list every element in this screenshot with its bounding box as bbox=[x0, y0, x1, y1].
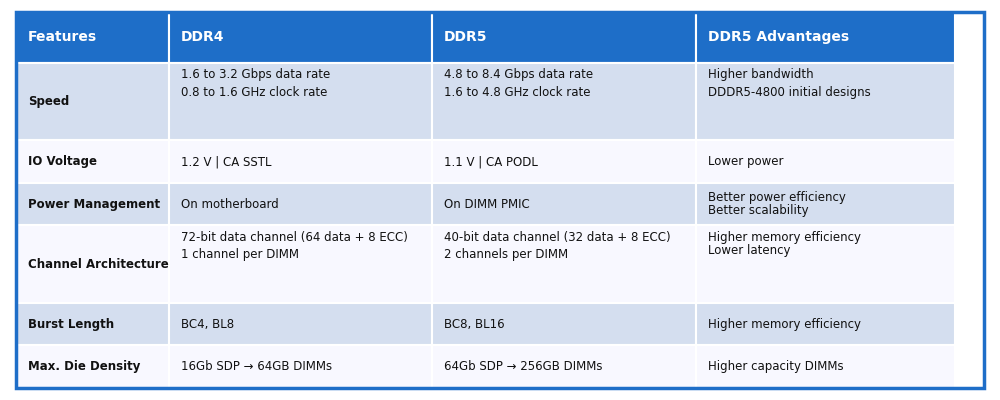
Text: DDR5 Advantages: DDR5 Advantages bbox=[708, 30, 849, 44]
Text: Max. Die Density: Max. Die Density bbox=[28, 360, 140, 373]
FancyBboxPatch shape bbox=[16, 303, 169, 346]
Text: BC8, BL16: BC8, BL16 bbox=[444, 318, 505, 331]
Text: Channel Architecture: Channel Architecture bbox=[28, 258, 169, 271]
FancyBboxPatch shape bbox=[16, 346, 169, 388]
Text: 64Gb SDP → 256GB DIMMs: 64Gb SDP → 256GB DIMMs bbox=[444, 360, 603, 373]
FancyBboxPatch shape bbox=[169, 183, 432, 225]
FancyBboxPatch shape bbox=[169, 225, 432, 303]
FancyBboxPatch shape bbox=[432, 63, 696, 140]
FancyBboxPatch shape bbox=[696, 140, 955, 183]
Text: 0.8 to 1.6 GHz clock rate: 0.8 to 1.6 GHz clock rate bbox=[181, 86, 327, 98]
Text: 1.1 V | CA PODL: 1.1 V | CA PODL bbox=[444, 155, 538, 168]
FancyBboxPatch shape bbox=[696, 346, 955, 388]
Text: Features: Features bbox=[28, 30, 97, 44]
Text: Burst Length: Burst Length bbox=[28, 318, 114, 331]
Text: BC4, BL8: BC4, BL8 bbox=[181, 318, 234, 331]
FancyBboxPatch shape bbox=[169, 303, 432, 346]
FancyBboxPatch shape bbox=[696, 12, 955, 63]
FancyBboxPatch shape bbox=[696, 63, 955, 140]
FancyBboxPatch shape bbox=[432, 183, 696, 225]
Text: IO Voltage: IO Voltage bbox=[28, 155, 97, 168]
Text: Power Management: Power Management bbox=[28, 198, 160, 211]
Text: 2 channels per DIMM: 2 channels per DIMM bbox=[444, 248, 568, 261]
Text: Lower latency: Lower latency bbox=[708, 244, 790, 257]
Text: 72-bit data channel (64 data + 8 ECC): 72-bit data channel (64 data + 8 ECC) bbox=[181, 231, 408, 244]
Text: 1.6 to 3.2 Gbps data rate: 1.6 to 3.2 Gbps data rate bbox=[181, 68, 330, 81]
FancyBboxPatch shape bbox=[432, 140, 696, 183]
Text: 1.6 to 4.8 GHz clock rate: 1.6 to 4.8 GHz clock rate bbox=[444, 86, 591, 98]
FancyBboxPatch shape bbox=[16, 12, 169, 63]
Text: Higher memory efficiency: Higher memory efficiency bbox=[708, 318, 861, 331]
Text: On DIMM PMIC: On DIMM PMIC bbox=[444, 198, 530, 211]
Text: Higher memory efficiency: Higher memory efficiency bbox=[708, 231, 861, 244]
FancyBboxPatch shape bbox=[696, 303, 955, 346]
FancyBboxPatch shape bbox=[696, 225, 955, 303]
FancyBboxPatch shape bbox=[169, 346, 432, 388]
Text: Higher bandwidth: Higher bandwidth bbox=[708, 68, 813, 81]
FancyBboxPatch shape bbox=[16, 63, 169, 140]
Text: 16Gb SDP → 64GB DIMMs: 16Gb SDP → 64GB DIMMs bbox=[181, 360, 332, 373]
Text: 4.8 to 8.4 Gbps data rate: 4.8 to 8.4 Gbps data rate bbox=[444, 68, 593, 81]
FancyBboxPatch shape bbox=[432, 225, 696, 303]
FancyBboxPatch shape bbox=[432, 346, 696, 388]
FancyBboxPatch shape bbox=[16, 225, 169, 303]
Text: Better power efficiency: Better power efficiency bbox=[708, 191, 845, 204]
FancyBboxPatch shape bbox=[169, 63, 432, 140]
FancyBboxPatch shape bbox=[16, 183, 169, 225]
FancyBboxPatch shape bbox=[169, 140, 432, 183]
Text: 1.2 V | CA SSTL: 1.2 V | CA SSTL bbox=[181, 155, 271, 168]
Text: Better scalability: Better scalability bbox=[708, 204, 808, 217]
Text: Lower power: Lower power bbox=[708, 155, 783, 168]
Text: 1 channel per DIMM: 1 channel per DIMM bbox=[181, 248, 299, 261]
Text: Higher capacity DIMMs: Higher capacity DIMMs bbox=[708, 360, 843, 373]
Text: DDDR5-4800 initial designs: DDDR5-4800 initial designs bbox=[708, 86, 870, 98]
FancyBboxPatch shape bbox=[432, 303, 696, 346]
FancyBboxPatch shape bbox=[169, 12, 432, 63]
Text: DDR5: DDR5 bbox=[444, 30, 488, 44]
Text: DDR4: DDR4 bbox=[181, 30, 224, 44]
Text: 40-bit data channel (32 data + 8 ECC): 40-bit data channel (32 data + 8 ECC) bbox=[444, 231, 671, 244]
Text: On motherboard: On motherboard bbox=[181, 198, 279, 211]
FancyBboxPatch shape bbox=[432, 12, 696, 63]
FancyBboxPatch shape bbox=[16, 140, 169, 183]
FancyBboxPatch shape bbox=[696, 183, 955, 225]
Text: Speed: Speed bbox=[28, 95, 69, 108]
